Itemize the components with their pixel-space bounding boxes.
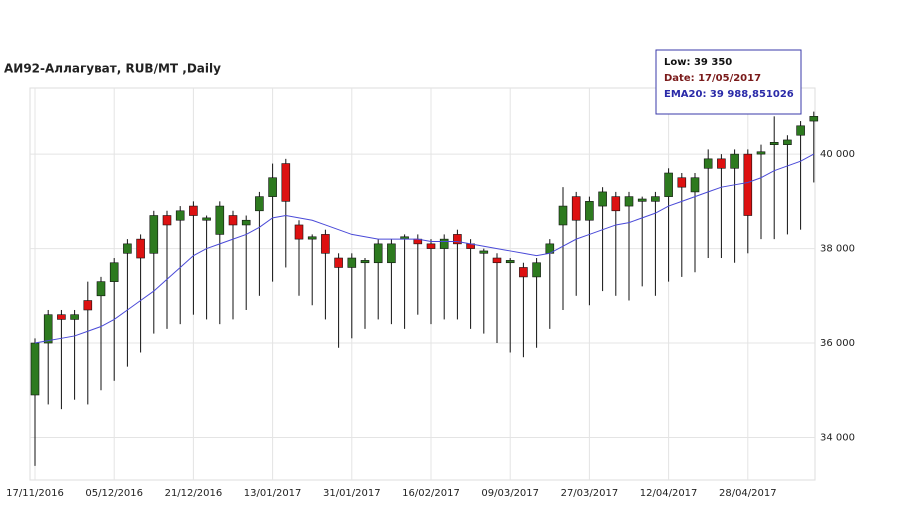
candle-body (268, 177, 277, 197)
y-tick-label: 40 000 (820, 149, 855, 160)
candle-body (571, 196, 581, 221)
candle-body (241, 219, 251, 226)
candle-body (426, 243, 436, 249)
x-tick-label: 31/01/2017 (323, 488, 381, 499)
candle-body (123, 243, 132, 254)
candle-body (756, 151, 766, 155)
x-tick-label: 05/12/2016 (85, 488, 143, 499)
candle-body (703, 158, 713, 169)
y-tick-label: 34 000 (820, 432, 855, 443)
candle-body (96, 281, 106, 297)
candle-body (255, 196, 264, 212)
candle-body (558, 205, 568, 226)
candle-body (453, 234, 462, 245)
candle-body (677, 177, 687, 188)
candle-body (373, 243, 383, 264)
candle-body (809, 116, 819, 122)
candle-body (783, 139, 792, 145)
candle-body (690, 177, 700, 193)
x-tick-label: 28/04/2017 (719, 488, 777, 499)
candle-body (769, 142, 779, 145)
candle-body (202, 217, 211, 221)
candle-body (796, 125, 805, 136)
candle-body (307, 236, 317, 240)
candle-body (228, 215, 238, 226)
plot-area (29, 87, 816, 481)
candle-body (532, 262, 541, 278)
candle-body (334, 257, 343, 268)
candle-body (519, 267, 528, 278)
x-tick-label: 17/11/2016 (6, 488, 64, 499)
candle-body (109, 262, 119, 282)
candle-body (717, 158, 726, 169)
tooltip-line: Low: 39 350 (664, 57, 732, 68)
candle-body (492, 257, 502, 264)
candle-body (479, 250, 489, 254)
candle-body (57, 314, 66, 320)
candle-body (83, 300, 93, 311)
candle-body (743, 153, 753, 216)
candle-body (149, 215, 159, 254)
x-tick-label: 27/03/2017 (561, 488, 619, 499)
candle-body (730, 153, 739, 169)
ema-line (34, 153, 815, 344)
candle-body (30, 342, 40, 396)
candle-body (360, 260, 370, 264)
candle-body (281, 163, 291, 202)
x-tick-label: 12/04/2017 (640, 488, 698, 499)
chart-title: АИ92-Аллагуват, RUB/MT ,Daily (4, 62, 221, 76)
candle-body (189, 205, 198, 216)
candle-body (505, 260, 515, 264)
x-tick-label: 21/12/2016 (165, 488, 223, 499)
candle-body (585, 201, 594, 221)
candle-body (175, 210, 185, 221)
candle-body (598, 191, 607, 207)
candle-body (637, 198, 647, 202)
tooltip: Low: 39 350 Date: 17/05/2017 EMA20: 39 988… (655, 49, 802, 115)
x-tick-label: 16/02/2017 (402, 488, 460, 499)
tooltip-box (655, 49, 802, 115)
y-tick-label: 36 000 (820, 338, 855, 349)
candle-body (136, 238, 145, 259)
candle-body (439, 238, 449, 249)
candle-body (321, 234, 330, 254)
x-tick-label: 09/03/2017 (481, 488, 539, 499)
candle-body (43, 314, 53, 344)
candle-body (624, 196, 634, 207)
tooltip-line: Date: 17/05/2017 (664, 73, 761, 84)
candle-body (162, 215, 172, 226)
candle-body (294, 224, 304, 240)
candle-body (651, 196, 660, 202)
candle-body (664, 172, 673, 197)
tooltip-line: EMA20: 39 988,851026 (664, 89, 794, 100)
candle-body (347, 257, 357, 268)
candle-body (387, 243, 396, 264)
candle-body (70, 314, 79, 320)
candle-body (215, 205, 225, 235)
x-tick-label: 13/01/2017 (244, 488, 302, 499)
y-tick-label: 38 000 (820, 244, 855, 255)
candle-body (611, 196, 621, 212)
